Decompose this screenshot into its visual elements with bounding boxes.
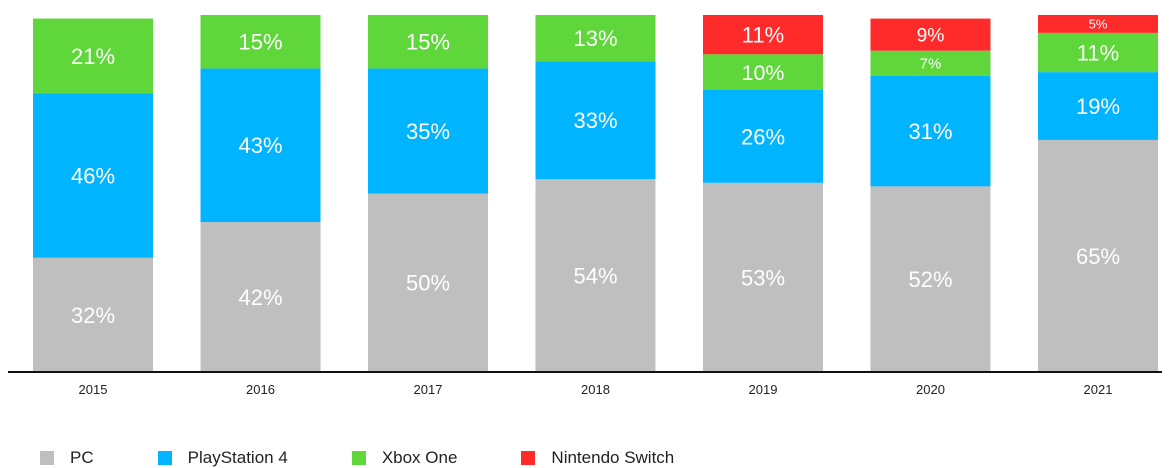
bar-segment — [870, 50, 991, 76]
x-tick-label: 2016 — [246, 382, 275, 397]
bar-segment — [535, 61, 656, 180]
bar-segment — [703, 89, 823, 183]
bar-value-label: 52% — [908, 267, 952, 292]
bar-segment — [703, 54, 823, 90]
x-tick-label: 2019 — [749, 382, 778, 397]
bar-segment — [703, 15, 823, 55]
bar-segment — [200, 68, 321, 223]
bar-segment — [368, 193, 488, 372]
bar-value-label: 11% — [742, 23, 784, 48]
bar-value-label: 32% — [71, 303, 115, 328]
bar-value-label: 21% — [71, 44, 115, 69]
x-tick-labels: 2015 2016 2017 2018 2019 2020 2021 — [79, 382, 1113, 397]
x-tick-label: 2020 — [916, 382, 945, 397]
bar-value-label: 10% — [742, 61, 785, 85]
legend: PC PlayStation 4 Xbox One Nintendo Switch — [40, 448, 738, 468]
legend-swatch — [40, 451, 54, 465]
legend-item: Xbox One — [351, 448, 458, 468]
bar-segment — [703, 182, 823, 372]
bar-value-label: 54% — [573, 264, 617, 289]
bar-segment — [200, 222, 321, 372]
bar-value-label: 43% — [238, 133, 282, 158]
bar-segment — [870, 186, 991, 372]
bar-value-label: 31% — [908, 119, 952, 144]
bar-value-label: 42% — [238, 285, 282, 310]
legend-label: PlayStation 4 — [187, 448, 288, 467]
x-tick-label: 2015 — [79, 382, 108, 397]
bar-segment — [1038, 72, 1158, 140]
bar-value-label: 9% — [917, 26, 945, 47]
bar-value-label: 15% — [406, 30, 450, 55]
bar-segment — [33, 257, 153, 372]
bar-value-label: 26% — [741, 124, 785, 149]
stacked-bar-chart: 32% 46% 21% 42% 43% 15% 50% 35% 15% 54% 33% 13% 53% 2… — [8, 15, 1162, 397]
bar-value-label: 5% — [1089, 17, 1108, 32]
bar-value-label: 46% — [71, 164, 115, 189]
bar-value-label: 13% — [573, 26, 617, 51]
bar-segment — [33, 18, 153, 94]
bar-value-label: 15% — [238, 30, 282, 55]
legend-swatch — [521, 451, 536, 465]
bar-segment — [368, 15, 488, 69]
bar-segment — [870, 18, 991, 51]
bar-segment — [33, 93, 153, 258]
legend-swatch — [157, 451, 172, 465]
bar-segment — [535, 15, 656, 62]
x-tick-label: 2021 — [1084, 382, 1113, 397]
bar-segment — [200, 15, 321, 69]
x-tick-label: 2018 — [581, 382, 610, 397]
bar-value-label: 35% — [406, 119, 450, 144]
bar-segment — [1038, 139, 1158, 372]
bars-group: 32% 46% 21% 42% 43% 15% 50% 35% 15% 54% 33% 13% 53% 2… — [33, 15, 1158, 372]
bar-value-label: 33% — [573, 108, 617, 133]
bar-segment — [870, 75, 991, 187]
bar-value-label: 19% — [1076, 94, 1120, 119]
bar-segment — [368, 68, 488, 194]
bar-segment — [1038, 15, 1158, 33]
legend-item: Nintendo Switch — [521, 448, 674, 468]
bar-value-label: 50% — [406, 271, 450, 296]
legend-item: PC — [40, 448, 94, 468]
legend-label: PC — [70, 448, 94, 467]
legend-item: PlayStation 4 — [157, 448, 288, 468]
x-tick-label: 2017 — [414, 382, 443, 397]
bar-value-label: 11% — [1077, 40, 1119, 65]
legend-label: Xbox One — [381, 448, 458, 467]
legend-label: Nintendo Switch — [551, 448, 675, 467]
bar-value-label: 65% — [1076, 244, 1120, 269]
bar-value-label: 53% — [741, 265, 785, 290]
legend-swatch — [351, 451, 366, 465]
bar-segment — [1038, 32, 1158, 73]
bar-value-label: 7% — [920, 56, 942, 73]
bar-segment — [535, 179, 656, 372]
